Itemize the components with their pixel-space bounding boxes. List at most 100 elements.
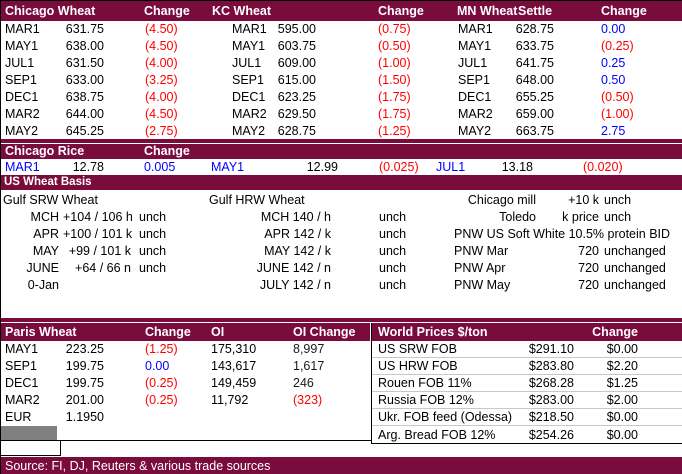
market-cell: Russia FOB 12% [378,393,474,407]
status-cell: unch [139,209,167,224]
month-cell: MAY1 [232,39,266,54]
oi-change-cell: (323) [293,393,323,407]
settle-cell: 638.75 [65,89,104,104]
paris-wheat-section: Paris Wheat Change OI OI Change MAY1 223… [1,323,370,426]
cash-row: Toledo k price unch [431,210,682,224]
settle-cell: 623.25 [277,89,316,104]
month-cell: DEC1 [5,89,39,104]
market-cell: Arg. Bread FOB 12% [378,427,496,442]
chicago-wheat-title: Chicago Wheat [5,4,96,18]
cash-status-cell: unch [604,192,632,207]
status-cell [131,278,201,292]
price-cell: 13.18 [501,160,533,174]
settle-cell: 655.25 [515,89,554,104]
month-cell: MAR2 [458,106,493,121]
change-header: Change [592,325,638,339]
hrw-row: MAY 142 / k unch [201,244,431,258]
month-cell: MAR2 [5,393,40,407]
oi-change-header: OI Change [293,325,356,339]
cash-row: PNW US Soft White 10.5% protein BID [431,227,682,241]
status-cell: unch [139,260,167,275]
source-bar: Source: FI, DJ, Reuters & various trade … [1,457,682,474]
basis-section: Gulf SRW Wheat Gulf HRW Wheat Chicago mi… [1,191,682,293]
world-prices-section: World Prices $/ton Change US SRW FOB $29… [371,323,682,444]
status-cell: unch [379,209,407,224]
change-cell: 0.25 [601,56,626,71]
world-header-row: World Prices $/ton Change [372,323,682,341]
cash-value-cell: 720 [578,260,599,275]
change-cell: (1.25) [145,342,178,356]
basis-cell: +64 / 66 n [75,260,131,275]
month-cell: JUL1 [458,56,488,71]
divider-strip [1,318,682,322]
basis-cell: JUNE 142 / n [256,260,331,275]
hrw-row: JULY 142 / n unch [201,278,431,292]
paris-title: Paris Wheat [5,325,77,339]
month-cell: DEC1 [232,89,266,104]
month-cell: MAR2 [5,106,40,121]
month-cell: DEC1 [458,89,492,104]
table-row: MAR2 629.50 (1.75) [228,105,455,122]
table-row: MAR2 659.00 (1.00) [454,105,682,122]
change-cell: (0.50) [601,89,634,104]
settle-cell: 629.50 [277,106,316,121]
price-cell: $218.50 [528,410,574,424]
month-cell: JUL1 [232,56,262,71]
settle-cell: 645.25 [65,123,104,138]
table-row: MAR1 595.00 (0.75) [228,21,455,38]
month-cell: MCH [30,209,59,224]
table-row: JUL1 609.00 (1.00) [228,55,455,72]
eur-row: EUR 1.1950 [1,409,370,426]
oi-cell: 143,617 [211,359,257,373]
month-cell: MAR2 [232,106,267,121]
gulf-srw-header: Gulf SRW Wheat [3,192,98,207]
futures-header-bar: Chicago Wheat Change KC Wheat Change MN … [1,1,682,21]
month-cell: MAY1 [5,39,39,54]
change-cell: 2.75 [601,123,626,138]
table-row: JUL1 641.75 0.25 [454,55,682,72]
table-row: Ukr. FOB feed (Odessa) $218.50 $0.00 [372,409,682,426]
basis-cell [59,278,131,292]
source-text: Source: FI, DJ, Reuters & various trade … [5,459,271,473]
market-cell: US HRW FOB [378,359,458,373]
month-cell: MAY1 [458,39,492,54]
srw-row: APR +100 / 101 k unch [1,227,201,241]
table-row: DEC1 199.75 (0.25) 149,459 246 [1,375,370,392]
chicago-change-header: Change [144,4,190,18]
cash-status-cell: unchanged [604,243,666,258]
mn-wheat-title: MN Wheat [457,4,518,18]
month-cell: JUL1 [436,160,466,174]
month-cell: MAY1 [211,160,245,174]
srw-row: MCH +104 / 106 h unch [1,210,201,224]
table-row: MAR1 628.75 0.00 [454,21,682,38]
market-cell: Rouen FOB 11% [378,376,472,390]
table-row: MAR2 201.00 (0.25) 11,792 (323) [1,392,370,409]
settle-cell: 223.25 [65,342,104,356]
basis-row: MAY +99 / 101 k unch MAY 142 / k unch PN… [1,242,682,259]
change-cell: $0.00 [606,342,638,356]
cash-value-cell: +10 k [568,192,599,207]
eur-label: EUR [5,410,32,424]
settle-cell: 633.75 [515,39,554,54]
change-cell: $2.20 [606,359,638,373]
table-row: US HRW FOB $283.80 $2.20 [372,358,682,375]
world-prices-title: World Prices $/ton [378,325,488,339]
basis-row: APR +100 / 101 k unch APR 142 / k unch P… [1,225,682,242]
month-cell: MAY2 [5,123,39,138]
month-cell: SEP1 [232,72,264,87]
paris-header-row: Paris Wheat Change OI OI Change [1,323,370,341]
cash-name-cell: PNW May [454,277,511,292]
price-cell: $283.00 [528,393,574,407]
paris-header-bar: Paris Wheat Change OI OI Change [1,323,370,341]
rice-quotes-row: MAR1 12.78 0.005 MAY1 12.99 (0.025) JUL1… [1,160,682,175]
basis-header-bar: US Wheat Basis [1,175,682,190]
change-cell: (3.25) [145,72,178,87]
basis-cell: MAY 142 / k [264,243,331,258]
change-cell: (0.25) [145,393,178,407]
month-cell: JUL1 [5,56,35,71]
month-cell: MAR1 [232,22,267,37]
settle-cell: 638.00 [65,39,104,54]
hrw-row: JUNE 142 / n unch [201,261,431,275]
srw-row: MAY +99 / 101 k unch [1,244,201,258]
settle-cell: 648.00 [515,72,554,87]
